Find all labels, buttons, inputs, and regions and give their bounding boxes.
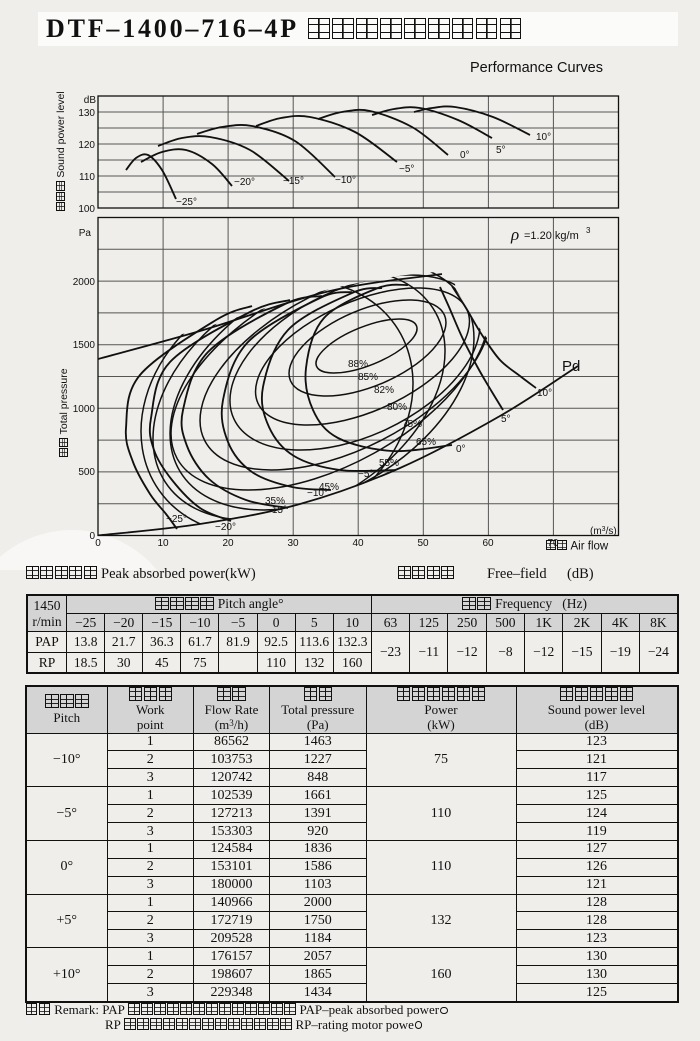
svg-text:−15°: −15° [283,176,304,187]
svg-text:−15°: −15° [266,505,287,516]
svg-text:55%: 55% [379,458,399,469]
svg-text:0°: 0° [456,444,466,455]
svg-text:50: 50 [417,538,429,549]
svg-text:−5°: −5° [399,164,414,175]
svg-text:1500: 1500 [73,340,96,351]
svg-text:Pd: Pd [562,358,580,375]
svg-text:5°: 5° [496,145,506,156]
svg-text:(m3/s): (m3/s) [590,526,617,537]
svg-text:10°: 10° [536,132,551,143]
svg-text:−20°: −20° [234,177,255,188]
svg-text:65%: 65% [416,437,436,448]
svg-text:130: 130 [78,108,95,119]
svg-text:−20°: −20° [215,522,236,533]
svg-text:0: 0 [95,538,101,549]
svg-text:10: 10 [157,538,169,549]
svg-text:0: 0 [89,531,95,542]
svg-text:Pa: Pa [79,228,92,239]
svg-text:3: 3 [586,226,591,235]
svg-text:500: 500 [78,467,95,478]
svg-text:20: 20 [222,538,234,549]
svg-text:40: 40 [352,538,364,549]
svg-text:85%: 85% [358,372,378,383]
svg-text:−25°: −25° [166,514,187,525]
svg-text:60: 60 [482,538,494,549]
svg-text:1000: 1000 [73,404,96,415]
svg-text:82%: 82% [374,385,394,396]
svg-text:30: 30 [287,538,299,549]
svg-text:35%: 35% [265,496,285,507]
svg-text:5°: 5° [501,414,511,425]
svg-text:−10°: −10° [307,488,328,499]
svg-text:100: 100 [78,204,95,215]
svg-text:80%: 80% [387,402,407,413]
svg-text:120: 120 [78,140,95,151]
svg-text:110: 110 [79,172,95,183]
svg-text:10°: 10° [537,388,552,399]
svg-text:=1.20 kg/m: =1.20 kg/m [524,230,579,242]
svg-text:dB: dB [84,95,97,106]
svg-text:−5°: −5° [358,469,373,480]
svg-text:−25°: −25° [176,197,197,208]
svg-text:2000: 2000 [73,277,96,288]
svg-text:88%: 88% [348,359,368,370]
svg-text:−10°: −10° [335,175,356,186]
svg-text:ρ: ρ [510,225,519,244]
svg-text:75%: 75% [402,419,422,430]
svg-text:0°: 0° [460,150,470,161]
svg-text:45%: 45% [319,482,339,493]
